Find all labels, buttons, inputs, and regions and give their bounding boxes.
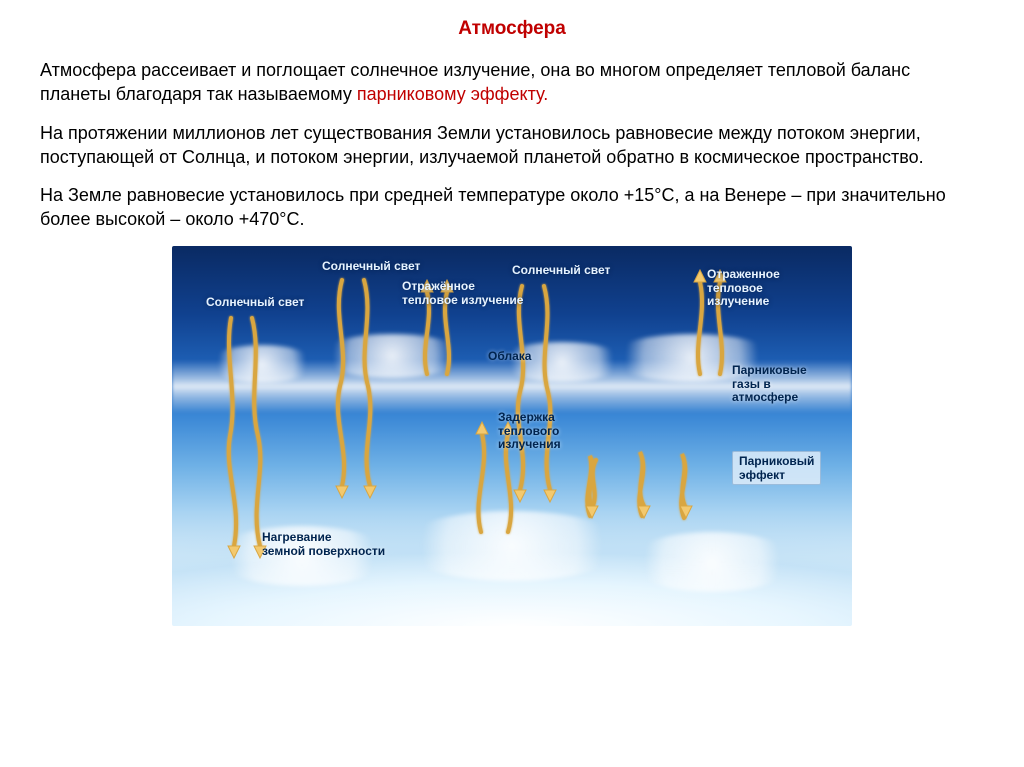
effect-line2: эффект: [739, 468, 785, 482]
greenhouse-diagram: Солнечный свет Солнечный свет Солнечный св…: [172, 246, 852, 626]
diagram-label-trap: Задержкатепловогоизлучения: [498, 411, 561, 452]
paragraph-1: Атмосфера рассеивает и поглощает солнечн…: [40, 58, 984, 107]
diagram-label-heat: Нагреваниеземной поверхности: [262, 531, 385, 559]
diagram-label-sun3: Солнечный свет: [512, 264, 610, 278]
diagram-label-refl1: Отражённоетепловое излучение: [402, 280, 523, 308]
effect-line1: Парниковый: [739, 454, 814, 468]
diagram-label-clouds: Облака: [488, 350, 531, 364]
p1-highlight: парниковому эффекту.: [357, 84, 548, 104]
diagram-label-sun2: Солнечный свет: [322, 260, 420, 274]
greenhouse-effect-box: Парниковый эффект: [732, 451, 821, 485]
paragraph-3: На Земле равновесие установилось при сре…: [40, 183, 984, 232]
diagram-label-sun1: Солнечный свет: [206, 296, 304, 310]
paragraph-2: На протяжении миллионов лет существовани…: [40, 121, 984, 170]
diagram-label-gases: Парниковыегазы ватмосфере: [732, 364, 807, 405]
diagram-label-refl2: Отраженноетепловоеизлучение: [707, 268, 780, 309]
page-title: Атмосфера: [40, 18, 984, 40]
